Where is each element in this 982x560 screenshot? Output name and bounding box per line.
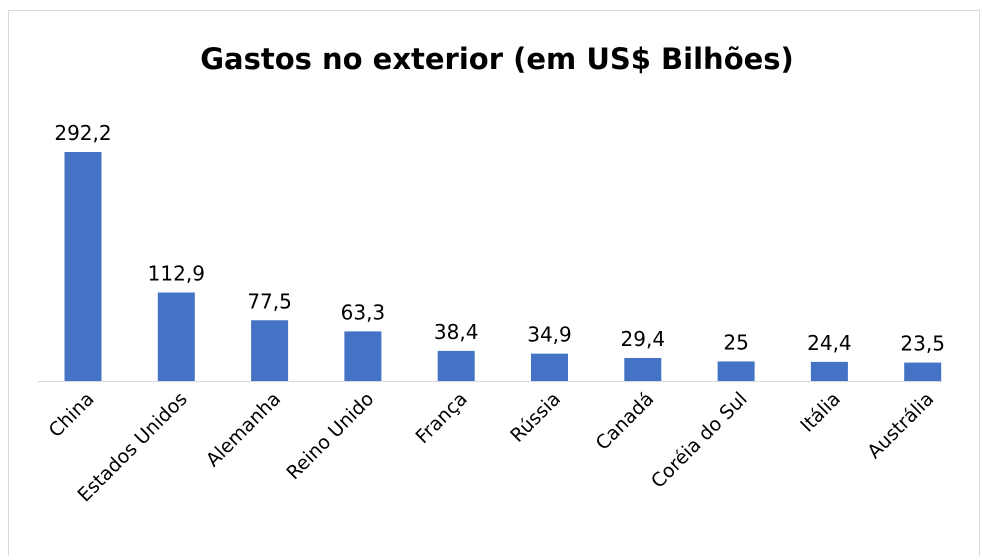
value-label: 24,4 bbox=[807, 331, 852, 355]
value-label: 292,2 bbox=[54, 121, 111, 145]
value-label: 112,9 bbox=[148, 262, 205, 286]
bar bbox=[717, 361, 755, 381]
value-label: 38,4 bbox=[434, 320, 479, 344]
bar bbox=[810, 361, 848, 381]
bar bbox=[624, 357, 662, 381]
value-label: 34,9 bbox=[527, 323, 572, 347]
bar bbox=[531, 353, 568, 381]
bar bbox=[64, 152, 102, 381]
bar bbox=[344, 331, 382, 381]
bar bbox=[904, 362, 942, 381]
value-label: 23,5 bbox=[900, 332, 945, 356]
bar bbox=[251, 320, 289, 381]
value-label: 25 bbox=[723, 330, 748, 354]
value-label: 77,5 bbox=[247, 289, 292, 313]
bar bbox=[437, 350, 475, 381]
chart-title: Gastos no exterior (em US$ Bilhões) bbox=[200, 42, 794, 76]
bar bbox=[157, 292, 195, 381]
chart-border bbox=[8, 10, 980, 560]
value-label: 29,4 bbox=[621, 327, 666, 351]
value-label: 63,3 bbox=[341, 300, 386, 324]
